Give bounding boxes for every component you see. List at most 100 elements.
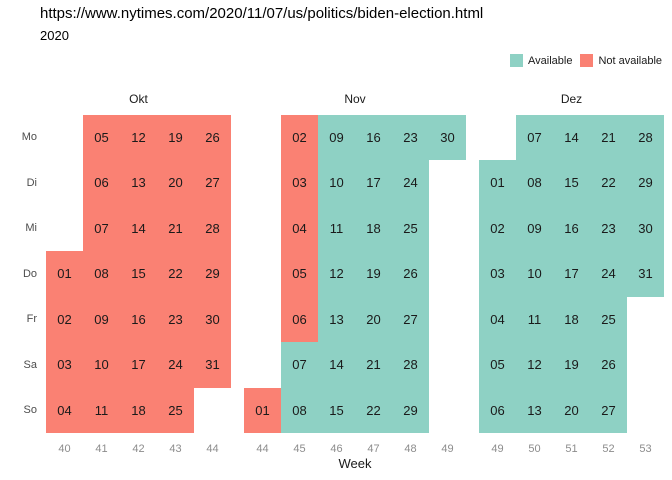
day-cell: 07 (281, 342, 318, 388)
day-cell: 16 (120, 297, 157, 342)
day-cell: 14 (120, 206, 157, 251)
legend-swatch-available-icon (510, 54, 523, 67)
day-cell: 26 (392, 251, 429, 297)
day-cell: 01 (244, 388, 281, 433)
legend-swatch-not-available-icon (580, 54, 594, 67)
day-cell: 18 (553, 297, 590, 342)
day-cell: 28 (392, 342, 429, 388)
x-axis-week-label: 41 (95, 443, 108, 455)
day-cell: 26 (194, 115, 231, 160)
legend-label-not-available: Not available (598, 54, 663, 67)
x-axis-week-label: 40 (58, 443, 71, 455)
day-cell: 09 (83, 297, 120, 342)
day-cell: 19 (553, 342, 590, 388)
day-cell: 15 (120, 251, 157, 297)
day-cell: 22 (590, 160, 627, 206)
y-axis-weekday-label: Do (22, 268, 37, 280)
y-axis-weekday-label: So (23, 404, 37, 416)
day-cell: 21 (590, 115, 627, 160)
day-cell: 16 (553, 206, 590, 251)
day-cell: 29 (627, 160, 664, 206)
year-label: 2020 (40, 28, 69, 43)
day-cell: 07 (516, 115, 553, 160)
month-label: Nov (344, 92, 366, 106)
day-cell: 08 (281, 388, 318, 433)
day-cell: 01 (46, 251, 83, 297)
day-cell: 31 (627, 251, 664, 297)
day-cell: 08 (83, 251, 120, 297)
day-cell: 17 (553, 251, 590, 297)
day-cell: 04 (46, 388, 83, 433)
day-cell: 06 (83, 160, 120, 206)
day-cell: 10 (318, 160, 355, 206)
day-cell: 27 (590, 388, 627, 433)
day-cell: 11 (83, 388, 120, 433)
day-cell: 20 (157, 160, 194, 206)
legend-label-available: Available (528, 54, 573, 67)
day-cell: 17 (120, 342, 157, 388)
day-cell: 16 (355, 115, 392, 160)
x-axis-week-label: 49 (441, 443, 454, 455)
day-cell: 12 (318, 251, 355, 297)
day-cell: 28 (627, 115, 664, 160)
x-axis-title: Week (338, 456, 372, 471)
day-cell: 23 (392, 115, 429, 160)
day-cell: 04 (479, 297, 516, 342)
x-axis-week-label: 47 (367, 443, 380, 455)
day-cell: 25 (392, 206, 429, 251)
month-label: Okt (129, 92, 148, 106)
day-cell: 02 (46, 297, 83, 342)
day-cell: 23 (157, 297, 194, 342)
day-cell: 25 (157, 388, 194, 433)
day-cell: 02 (479, 206, 516, 251)
day-cell: 05 (479, 342, 516, 388)
day-cell: 29 (194, 251, 231, 297)
day-cell: 10 (83, 342, 120, 388)
x-axis-week-label: 43 (169, 443, 182, 455)
day-cell: 20 (553, 388, 590, 433)
x-axis-week-label: 46 (330, 443, 343, 455)
day-cell: 24 (157, 342, 194, 388)
day-cell: 14 (553, 115, 590, 160)
day-cell: 12 (120, 115, 157, 160)
day-cell: 11 (516, 297, 553, 342)
day-cell: 17 (355, 160, 392, 206)
day-cell: 10 (516, 251, 553, 297)
day-cell: 13 (516, 388, 553, 433)
day-cell: 14 (318, 342, 355, 388)
day-cell: 27 (392, 297, 429, 342)
page-title-url: https://www.nytimes.com/2020/11/07/us/po… (40, 5, 484, 22)
day-cell: 06 (479, 388, 516, 433)
y-axis-weekday-label: Mo (21, 131, 37, 143)
day-cell: 13 (318, 297, 355, 342)
x-axis-week-label: 44 (206, 443, 219, 455)
month-panel: 02 09 16 23 30 03 10 17 24 04 11 18 25 05 12 19 26 06 13 20… (244, 115, 466, 433)
day-cell: 22 (157, 251, 194, 297)
day-cell: 24 (590, 251, 627, 297)
day-cell: 09 (318, 115, 355, 160)
month-panel: 05 12 19 26 06 13 20 27 07 14 21 28 01 08 15 22 29 02 09 16… (46, 115, 231, 433)
day-cell: 02 (281, 115, 318, 160)
x-axis-week-label: 51 (565, 443, 578, 455)
x-axis-week-label: 49 (491, 443, 504, 455)
day-cell: 03 (281, 160, 318, 206)
day-cell: 31 (194, 342, 231, 388)
day-cell: 26 (590, 342, 627, 388)
day-cell: 29 (392, 388, 429, 433)
y-axis-weekday-label: Mi (25, 222, 37, 234)
day-cell: 30 (627, 206, 664, 251)
month-panel: 07 14 21 28 01 08 15 22 29 02 09 16 23 30 03 10 17 24 31 04… (479, 115, 664, 433)
y-axis-weekday-label: Sa (23, 359, 37, 371)
day-cell: 12 (516, 342, 553, 388)
day-cell: 03 (46, 342, 83, 388)
day-cell: 30 (429, 115, 466, 160)
day-cell: 11 (318, 206, 355, 251)
x-axis-week-label: 53 (639, 443, 652, 455)
x-axis-week-label: 52 (602, 443, 615, 455)
day-cell: 27 (194, 160, 231, 206)
day-cell: 15 (318, 388, 355, 433)
day-cell: 24 (392, 160, 429, 206)
day-cell: 19 (157, 115, 194, 160)
day-cell: 22 (355, 388, 392, 433)
